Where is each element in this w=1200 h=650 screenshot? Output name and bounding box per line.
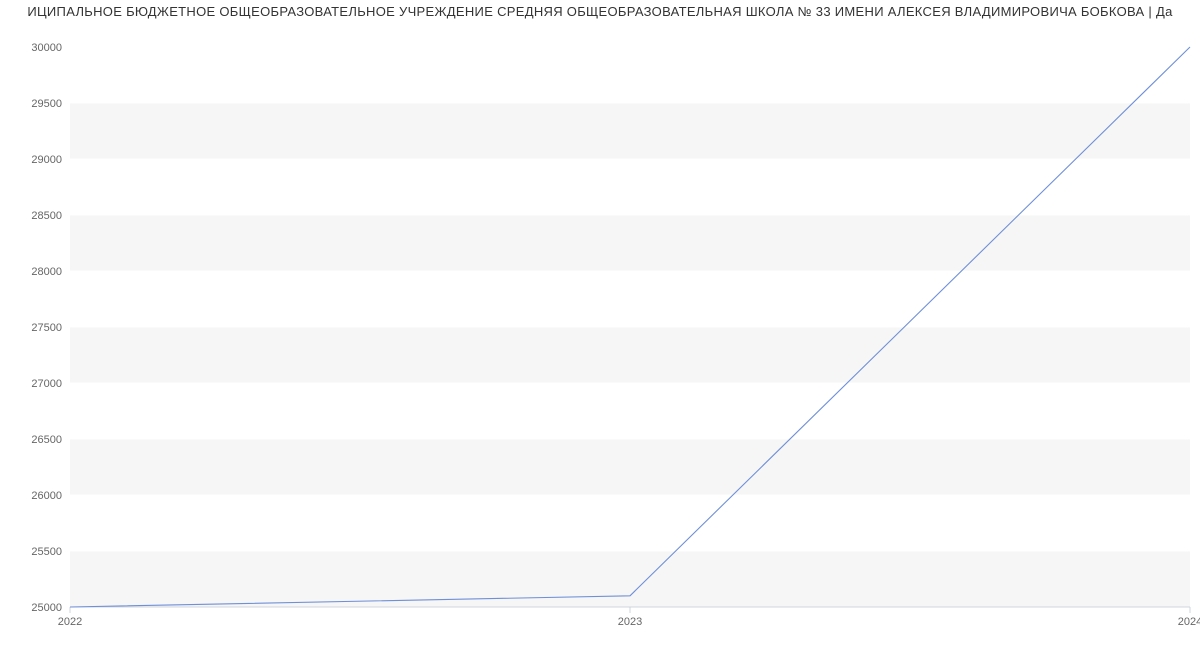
chart-title: ИЦИПАЛЬНОЕ БЮДЖЕТНОЕ ОБЩЕОБРАЗОВАТЕЛЬНОЕ… <box>0 0 1200 19</box>
y-tick-label: 25000 <box>31 602 62 614</box>
y-tick-label: 26500 <box>31 434 62 446</box>
chart-container: 25000 25500 26000 26500 27000 27500 28000 28500… <box>0 19 1200 639</box>
y-tick-label: 29500 <box>31 98 62 110</box>
y-tick-label: 27000 <box>31 378 62 390</box>
y-tick-label: 27500 <box>31 322 62 334</box>
x-tick-label: 2023 <box>618 616 642 628</box>
y-tick-label: 26000 <box>31 490 62 502</box>
line-chart: 25000 25500 26000 26500 27000 27500 28000 28500… <box>0 19 1200 639</box>
x-tick-label: 2024 <box>1178 616 1200 628</box>
y-tick-label: 28500 <box>31 210 62 222</box>
x-tick-label: 2022 <box>58 616 82 628</box>
y-tick-label: 29000 <box>31 154 62 166</box>
y-tick-label: 30000 <box>31 42 62 54</box>
y-tick-label: 28000 <box>31 266 62 278</box>
y-tick-label: 25500 <box>31 546 62 558</box>
